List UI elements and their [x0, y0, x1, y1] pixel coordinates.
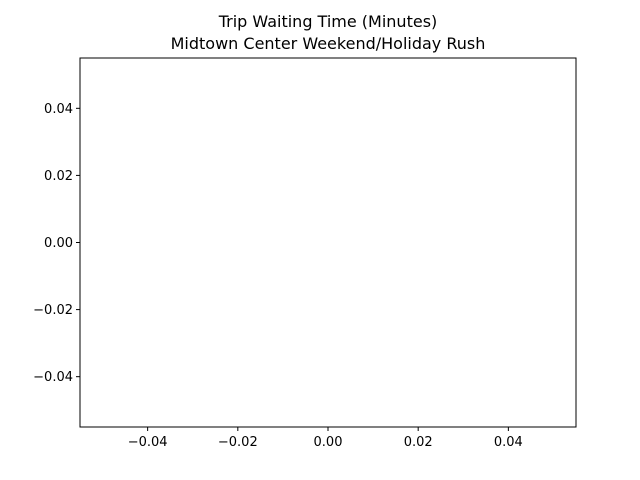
- plot-area-frame: [79, 57, 577, 428]
- y-tick-label: 0.02: [44, 169, 73, 184]
- y-tick-label: 0.04: [44, 102, 73, 117]
- chart-title: Trip Waiting Time (Minutes): [218, 12, 438, 31]
- y-tick-label: −0.02: [33, 303, 73, 318]
- y-tick-label: −0.04: [33, 370, 73, 385]
- y-axis: −0.04 −0.02 0.00 0.02 0.04: [33, 102, 80, 385]
- x-tick-label: 0.04: [494, 435, 523, 450]
- x-axis: −0.04 −0.02 0.00 0.02 0.04: [128, 427, 523, 450]
- x-tick-label: −0.02: [218, 435, 258, 450]
- x-tick-label: −0.04: [128, 435, 168, 450]
- x-tick-label: 0.00: [314, 435, 343, 450]
- x-tick-label: 0.02: [404, 435, 433, 450]
- chart-subtitle: Midtown Center Weekend/Holiday Rush: [171, 34, 486, 53]
- y-tick-label: 0.00: [44, 236, 73, 251]
